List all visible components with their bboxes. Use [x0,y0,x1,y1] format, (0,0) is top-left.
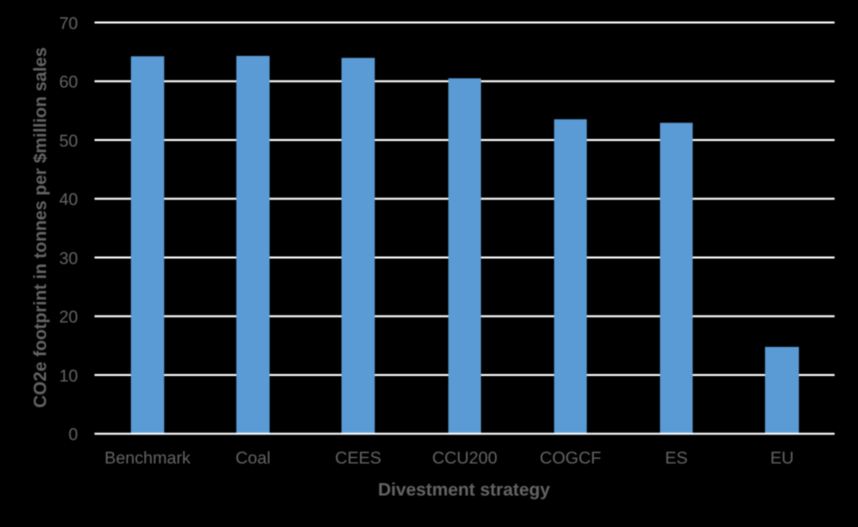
svg-text:20: 20 [59,308,78,327]
svg-text:EU: EU [770,449,794,468]
svg-text:10: 10 [59,366,78,385]
svg-text:CEES: CEES [335,449,381,468]
svg-text:0: 0 [69,425,78,444]
svg-text:70: 70 [59,14,78,33]
svg-text:Divestment strategy: Divestment strategy [378,479,550,499]
svg-text:COGCF: COGCF [540,449,601,468]
svg-text:CO2e footprint in tonnes per $: CO2e footprint in tonnes per $million sa… [30,47,50,408]
svg-text:50: 50 [59,131,78,150]
svg-text:40: 40 [59,190,78,209]
svg-text:60: 60 [59,73,78,92]
svg-text:Coal: Coal [236,449,271,468]
svg-text:Benchmark: Benchmark [105,449,191,468]
svg-text:30: 30 [59,249,78,268]
svg-text:CCU200: CCU200 [432,449,497,468]
svg-text:ES: ES [665,449,688,468]
